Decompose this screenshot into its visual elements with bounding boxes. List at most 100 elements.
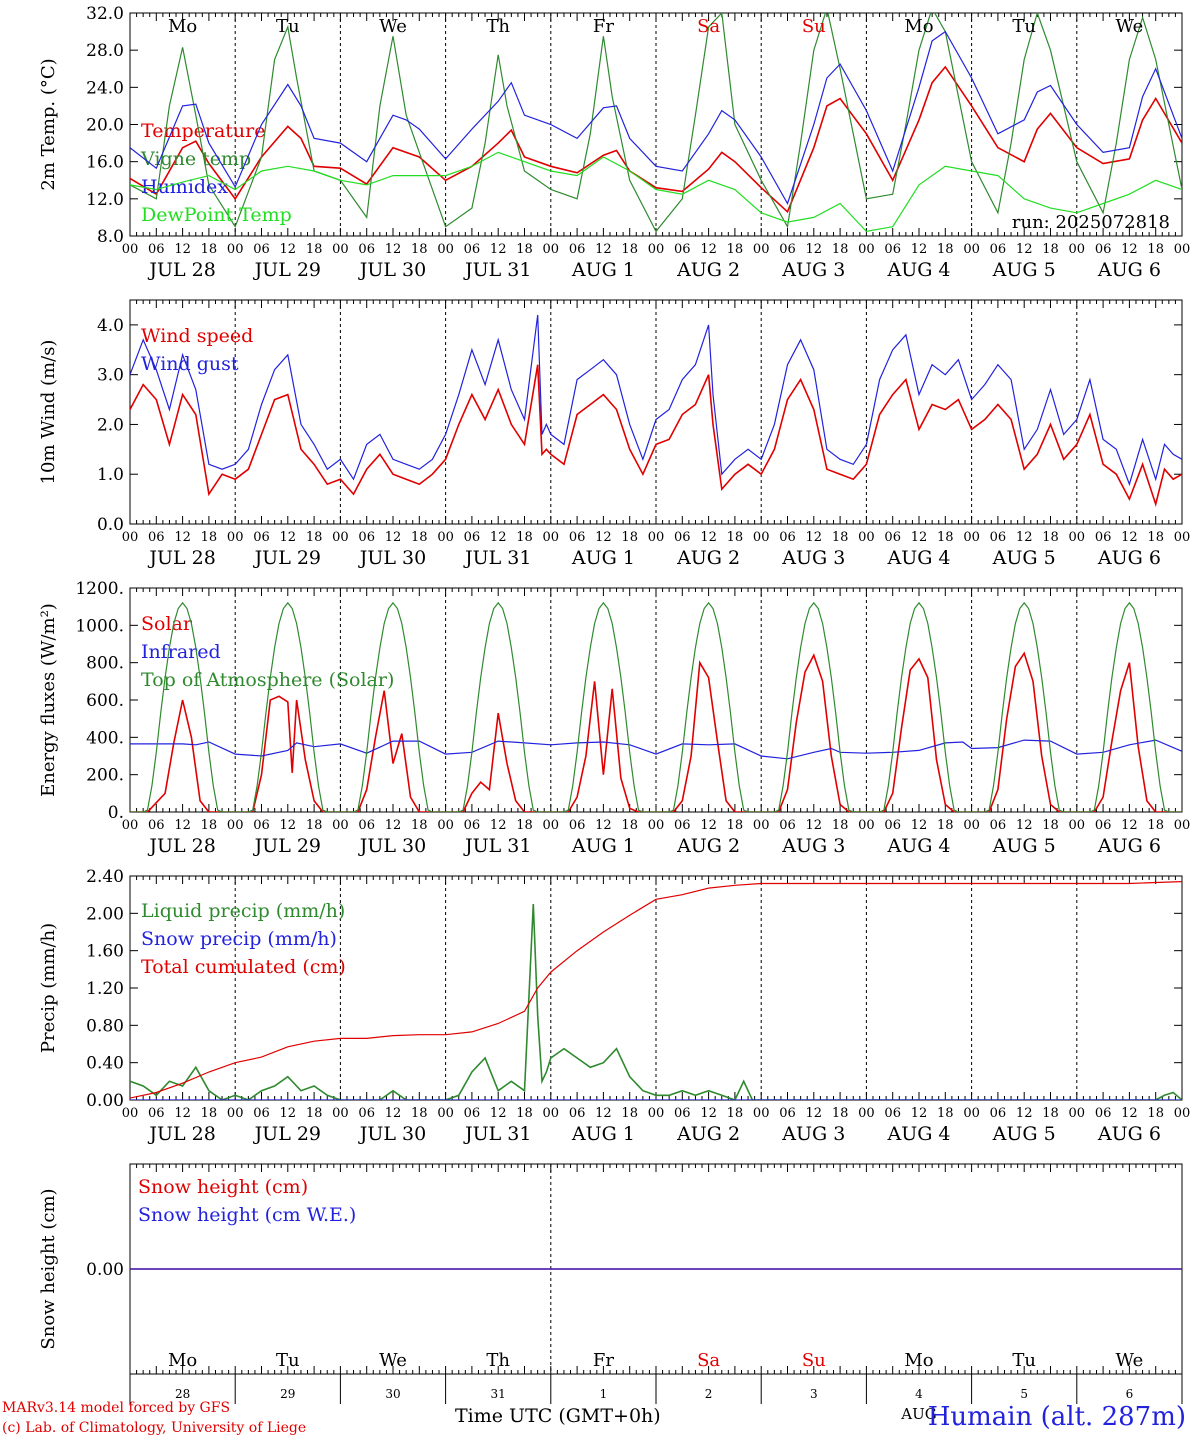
legend-entry: Wind gust (141, 353, 239, 375)
weekday-label: Su (802, 16, 826, 37)
weekday-label: Fr (593, 1350, 614, 1371)
hour-tick-label: 12 (280, 1106, 297, 1121)
hour-tick-label: 18 (937, 1106, 954, 1121)
date-label: AUG 2 (676, 547, 740, 569)
date-label: AUG 5 (992, 835, 1056, 857)
credit-line-1: MARv3.14 model forced by GFS (2, 1400, 231, 1416)
hour-tick-label: 00 (858, 242, 875, 257)
hour-tick-label: 06 (253, 1106, 270, 1121)
hour-tick-label: 12 (174, 242, 191, 257)
series-line-3 (130, 601, 1182, 812)
date-label: AUG 3 (781, 835, 845, 857)
weekday-label: Tu (1012, 1350, 1036, 1371)
hour-tick-label: 18 (306, 1106, 323, 1121)
weekday-label: Mo (904, 1350, 933, 1371)
hour-tick-label: 00 (1069, 530, 1086, 545)
plot-frame (129, 12, 1183, 237)
y-tick-label: 0.00 (86, 1091, 124, 1111)
hour-tick-label: 00 (122, 530, 139, 545)
y-tick-label: 32.0 (86, 4, 124, 24)
hour-tick-label: 00 (227, 1106, 244, 1121)
hour-tick-label: 18 (621, 242, 638, 257)
hour-tick-label: 00 (648, 530, 665, 545)
y-tick-label: 1200. (75, 579, 124, 599)
hour-tick-label: 18 (621, 1106, 638, 1121)
hour-tick-label: 00 (437, 818, 454, 833)
hour-tick-label: 06 (148, 1106, 165, 1121)
plot-frame (129, 587, 1183, 813)
weekday-label: Sa (697, 1350, 720, 1371)
weekday-label: Fr (593, 16, 614, 37)
hour-tick-label: 12 (280, 242, 297, 257)
date-label: AUG 5 (992, 1123, 1056, 1145)
legend-entry: Snow height (cm W.E.) (138, 1204, 356, 1226)
hour-tick-label: 06 (569, 530, 586, 545)
hour-tick-label: 06 (148, 242, 165, 257)
hour-tick-label: 00 (122, 242, 139, 257)
series-line-2 (130, 13, 1182, 233)
run-annotation: run: 2025072818 (1012, 212, 1170, 233)
hour-tick-label: 00 (332, 242, 349, 257)
hour-tick-label: 00 (543, 1106, 560, 1121)
hour-tick-label: 12 (1121, 818, 1138, 833)
hour-tick-label: 00 (963, 530, 980, 545)
hour-tick-label: 06 (1095, 530, 1112, 545)
credit-line-2: (c) Lab. of Climatology, University of L… (2, 1420, 307, 1436)
weekday-label: Sa (697, 16, 720, 37)
hour-tick-label: 06 (1095, 1106, 1112, 1121)
weekday-label: Tu (276, 1350, 300, 1371)
x-minor-ticks (129, 876, 1183, 1100)
y-tick-label: 0.00 (86, 1260, 124, 1280)
hour-tick-label: 18 (832, 242, 849, 257)
hour-tick-label: 12 (280, 530, 297, 545)
hour-tick-label: 12 (595, 818, 612, 833)
hour-tick-label: 00 (543, 818, 560, 833)
hour-tick-label: 18 (832, 818, 849, 833)
hour-tick-label: 12 (385, 530, 402, 545)
hour-tick-label: 06 (464, 1106, 481, 1121)
day-number-label: 28 (175, 1387, 190, 1401)
hour-tick-label: 00 (963, 242, 980, 257)
legend-entry: DewPoint Temp (141, 204, 292, 226)
hour-tick-label: 06 (990, 818, 1007, 833)
hour-tick-label: 06 (779, 818, 796, 833)
weekday-label: Mo (904, 16, 933, 37)
hour-tick-label: 12 (806, 530, 823, 545)
hour-tick-label: 12 (1121, 530, 1138, 545)
y-tick-label: 200. (86, 766, 124, 786)
hour-tick-label: 00 (1174, 1106, 1191, 1121)
hour-tick-label: 12 (385, 1106, 402, 1121)
y-tick-label: 1.0 (97, 465, 124, 485)
date-label: JUL 28 (147, 547, 215, 569)
hour-tick-label: 18 (411, 242, 428, 257)
hour-tick-label: 00 (753, 818, 770, 833)
hour-tick-label: 18 (516, 818, 533, 833)
y-axis-label: Energy fluxes (W/m²) (38, 603, 59, 797)
date-label: AUG 6 (1097, 259, 1161, 281)
hour-tick-label: 06 (674, 530, 691, 545)
weekday-label: Su (802, 1350, 826, 1371)
date-label: JUL 28 (147, 835, 215, 857)
hour-tick-label: 00 (1069, 242, 1086, 257)
date-label: JUL 29 (253, 835, 321, 857)
hour-tick-label: 18 (937, 818, 954, 833)
hour-tick-label: 06 (1095, 242, 1112, 257)
hour-tick-label: 00 (122, 818, 139, 833)
hour-tick-label: 06 (779, 242, 796, 257)
legend-entry: Snow precip (mm/h) (141, 928, 337, 950)
y-tick-label: 3.0 (97, 366, 124, 386)
hour-tick-label: 12 (595, 242, 612, 257)
hour-tick-label: 06 (358, 1106, 375, 1121)
y-tick-label: 1.60 (86, 942, 124, 962)
hour-tick-label: 06 (884, 1106, 901, 1121)
x-minor-ticks (129, 1164, 1183, 1374)
hour-tick-label: 12 (490, 1106, 507, 1121)
weekday-label: Th (486, 16, 510, 37)
hour-tick-label: 18 (306, 530, 323, 545)
weekday-label: We (1116, 1350, 1144, 1371)
hour-tick-label: 18 (621, 530, 638, 545)
hour-tick-label: 00 (648, 818, 665, 833)
date-label: AUG 1 (571, 259, 635, 281)
x-minor-ticks (129, 588, 1183, 812)
date-label: AUG 4 (886, 547, 950, 569)
